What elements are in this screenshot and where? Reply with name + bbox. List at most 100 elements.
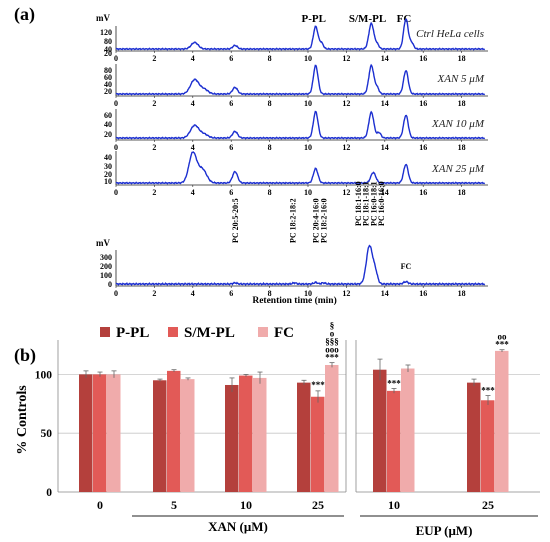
x-tick-label: 8 — [268, 99, 272, 108]
significance-annotation: § — [330, 321, 335, 331]
y-tick-label: 100 — [100, 271, 112, 280]
bar-p-pl — [373, 369, 387, 492]
significance-annotation: oo — [498, 332, 508, 342]
x-tick-label: 14 — [381, 54, 389, 63]
x-tick-label: 4 — [191, 188, 195, 197]
standard-peak-label: PC 16:0-16:0 — [377, 181, 386, 226]
x-tick-label: 16 — [419, 143, 427, 152]
y-tick-label: 40 — [104, 45, 112, 54]
legend-swatch — [168, 327, 178, 337]
x-tick-label: 18 — [458, 188, 466, 197]
x-tick-label: 10 — [304, 54, 312, 63]
peak-name-ppl: P-PL — [302, 13, 326, 25]
x-axis-title: Retention time (min) — [252, 295, 336, 306]
x-tick-label: 0 — [114, 188, 118, 197]
significance-annotation: *** — [325, 353, 339, 363]
y-tick-label: 40 — [104, 120, 112, 129]
y-tick-label: 80 — [104, 37, 112, 46]
bar-p-pl — [225, 384, 239, 492]
dose-label: 5 — [171, 498, 177, 512]
y-axis-title: % Controls — [15, 385, 30, 455]
bar-s-m-pl — [93, 374, 107, 492]
x-tick-label: 10 — [304, 99, 312, 108]
x-tick-label: 10 — [304, 289, 312, 298]
x-tick-label: 14 — [381, 143, 389, 152]
legend-entry: S/M-PL — [184, 325, 235, 341]
bar-s-m-pl — [167, 370, 181, 492]
y-tick-label: 20 — [104, 170, 112, 179]
y-tick-label: 50 — [41, 428, 53, 440]
x-tick-label: 16 — [419, 54, 427, 63]
trace-label: Ctrl HeLa cells — [416, 28, 484, 40]
x-tick-label: 2 — [152, 143, 156, 152]
x-tick-label: 14 — [381, 188, 389, 197]
significance-annotation: §§§ — [325, 337, 339, 347]
y-unit-label: mV — [96, 238, 110, 248]
trace-label: XAN 5 μM — [437, 73, 485, 85]
y-tick-label: 40 — [104, 80, 112, 89]
x-tick-label: 10 — [304, 188, 312, 197]
x-tick-label: 14 — [381, 289, 389, 298]
y-tick-label: 40 — [104, 153, 112, 162]
x-tick-label: 4 — [191, 99, 195, 108]
dose-label: 25 — [482, 498, 494, 512]
bar-fc — [401, 368, 415, 492]
bar-s-m-pl — [311, 396, 325, 492]
group-label-xan: XAN (μM) — [208, 519, 268, 534]
standard-peak-label: PC 20:4-16:0 — [312, 198, 321, 243]
bar-fc — [253, 377, 267, 492]
x-tick-label: 8 — [268, 143, 272, 152]
x-tick-label: 2 — [152, 99, 156, 108]
bar-p-pl — [467, 382, 481, 492]
dose-label: 25 — [312, 498, 324, 512]
y-tick-label: 10 — [104, 177, 112, 186]
chromatogram-trace — [115, 63, 486, 96]
standard-peak-label: PC 16:0-18:1 — [369, 181, 378, 226]
standards-trace — [115, 244, 486, 287]
x-tick-label: 10 — [304, 143, 312, 152]
x-tick-label: 18 — [458, 54, 466, 63]
significance-annotation: o — [330, 329, 335, 339]
y-tick-label: 100 — [35, 369, 53, 381]
x-tick-label: 6 — [229, 54, 233, 63]
x-tick-label: 0 — [114, 143, 118, 152]
x-tick-label: 4 — [191, 54, 195, 63]
x-tick-label: 8 — [268, 54, 272, 63]
x-tick-label: 4 — [191, 143, 195, 152]
bar-p-pl — [297, 382, 311, 492]
standard-peak-label: PC 20:5-20:5 — [231, 198, 240, 243]
x-tick-label: 6 — [229, 289, 233, 298]
standard-peak-label: PC 18:2-18:2 — [289, 198, 298, 243]
x-tick-label: 6 — [229, 143, 233, 152]
y-tick-label: 300 — [100, 253, 112, 262]
bar-fc — [181, 379, 195, 492]
group-label-eup: EUP (μM) — [416, 523, 473, 538]
significance-annotation: *** — [481, 386, 495, 396]
significance-annotation: *** — [387, 379, 401, 389]
trace-label: XAN 10 μM — [431, 118, 485, 130]
chromatogram-trace — [115, 151, 486, 185]
bar-s-m-pl — [239, 375, 253, 492]
significance-annotation: ooo — [325, 345, 339, 355]
standard-peak-label: PC 18:2-16:0 — [319, 198, 328, 243]
y-tick-label: 200 — [100, 262, 112, 271]
y-tick-label: 20 — [104, 87, 112, 96]
dose-label: 10 — [240, 498, 252, 512]
x-tick-label: 8 — [268, 188, 272, 197]
x-tick-label: 6 — [229, 188, 233, 197]
legend-swatch — [258, 327, 268, 337]
panel-b-label: (b) — [14, 345, 36, 366]
x-tick-label: 12 — [342, 143, 350, 152]
x-tick-label: 2 — [152, 289, 156, 298]
x-tick-label: 18 — [458, 99, 466, 108]
bar-s-m-pl — [481, 400, 495, 492]
y-tick-label: 80 — [104, 66, 112, 75]
chromatogram-trace — [115, 18, 486, 51]
chromatogram-trace — [115, 110, 486, 140]
